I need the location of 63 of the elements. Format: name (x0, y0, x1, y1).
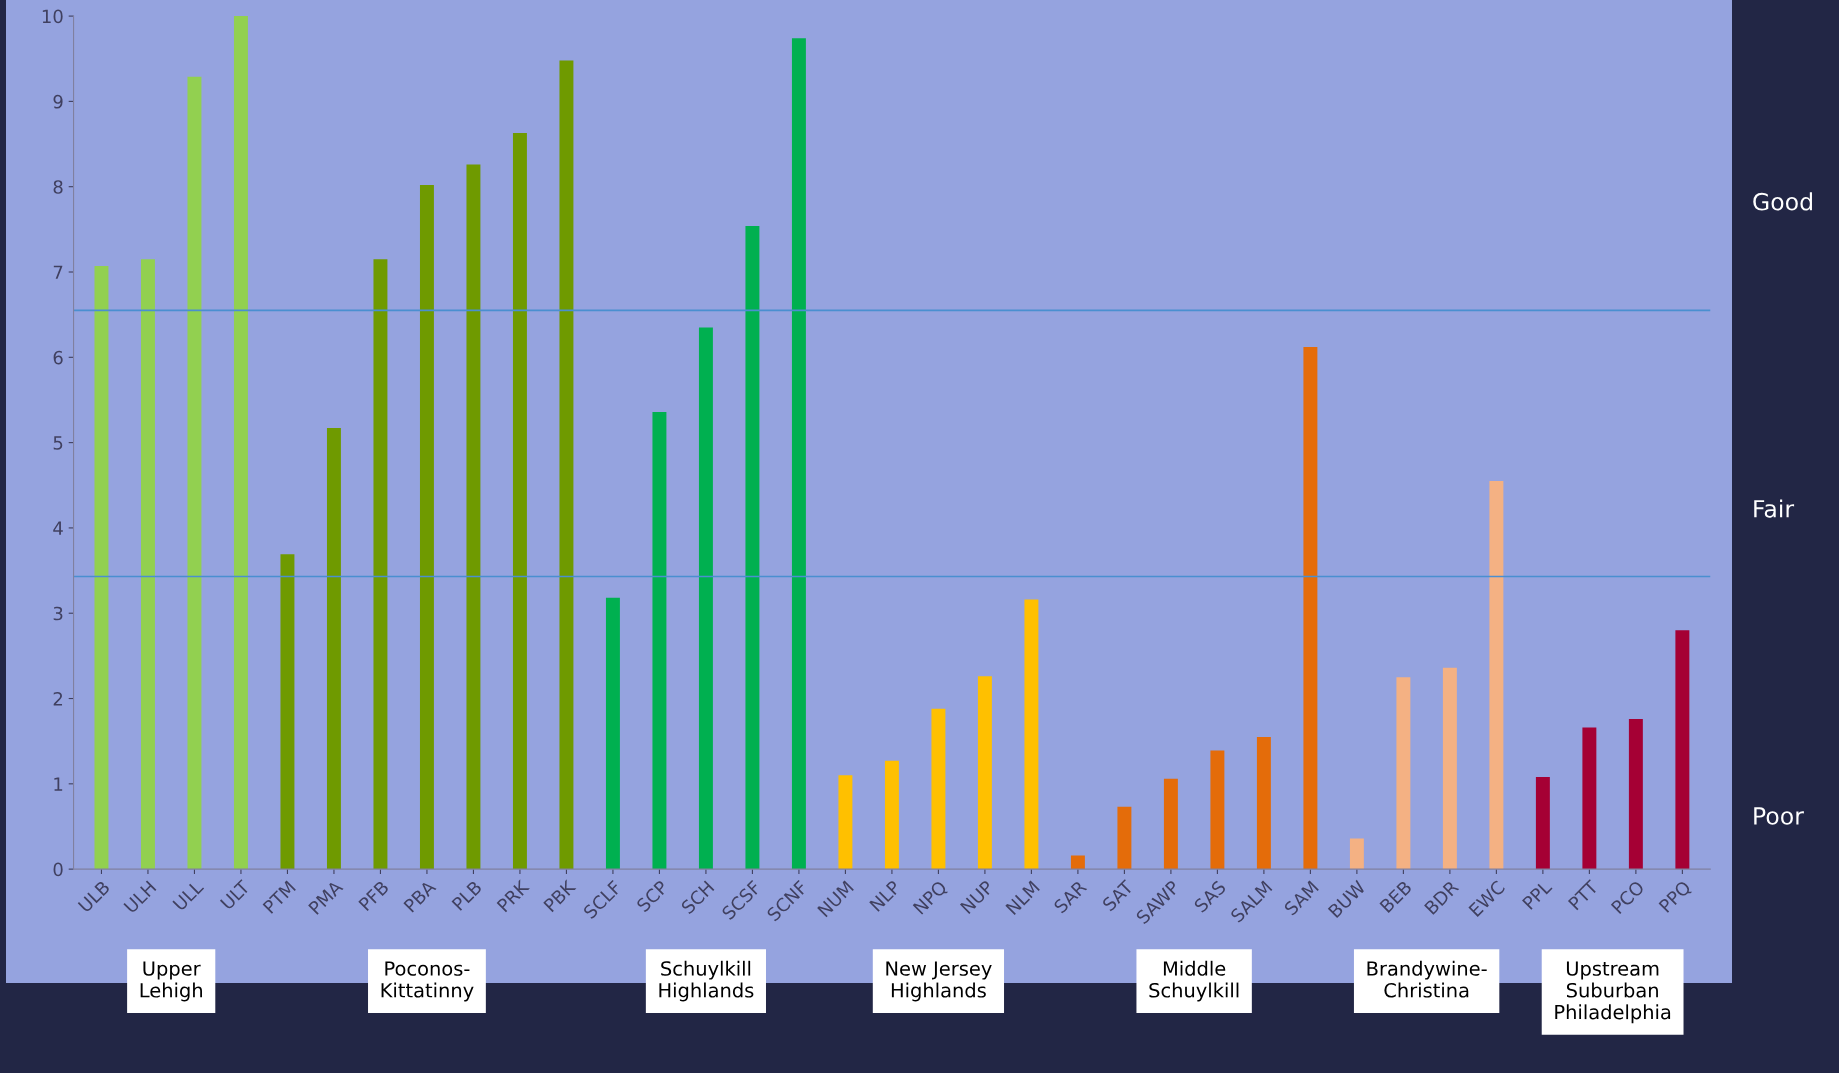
y-tick-label: 5 (53, 436, 63, 450)
bar (698, 327, 713, 870)
bar (791, 38, 806, 870)
bar (1582, 727, 1597, 870)
bar (605, 597, 620, 870)
bar (652, 411, 667, 870)
bar (745, 225, 760, 870)
y-tick-label: 8 (53, 180, 63, 194)
x-tick-label: ULB (77, 880, 111, 913)
bar (1117, 806, 1132, 870)
bar (931, 708, 946, 870)
bar (1535, 777, 1550, 870)
bar (1675, 630, 1690, 870)
y-tick-label: 4 (53, 521, 63, 535)
x-tick-label: PFB (358, 880, 390, 912)
bar (977, 676, 992, 870)
bar (326, 428, 341, 870)
text: Good (1753, 192, 1812, 211)
text: Schuylkill Highlands (659, 960, 754, 1002)
bar (1024, 599, 1039, 870)
text: Poconos- Kittatinny (381, 961, 474, 1002)
y-tick-label: 2 (53, 691, 63, 706)
bar (280, 554, 295, 870)
bar (1070, 855, 1085, 870)
bar (559, 60, 574, 870)
bar (466, 164, 481, 870)
bar (233, 16, 248, 870)
x-tick-label: ULL (172, 879, 205, 912)
text: Poor (1754, 807, 1804, 825)
text: Upstream Suburban Philadelphia (1555, 961, 1671, 1024)
bar (1442, 667, 1457, 870)
text: Middle Schuylkill (1149, 960, 1239, 1002)
x-tick-label: PPL (1522, 879, 1553, 910)
bar (1396, 677, 1411, 870)
bar (1210, 750, 1225, 870)
text: Fair (1754, 499, 1795, 518)
bar (373, 259, 388, 870)
x-tick-label: PLB (451, 880, 483, 911)
y-tick-label: 9 (53, 94, 63, 109)
text: Upper Lehigh (140, 961, 202, 1002)
x-tick-label: PBA (403, 879, 437, 913)
bar (512, 132, 527, 870)
bar (1489, 481, 1504, 870)
text: New Jersey Highlands (886, 961, 992, 1002)
bar (1628, 719, 1643, 870)
y-tick-label: 3 (53, 606, 63, 621)
bar (419, 185, 434, 870)
bar (838, 775, 853, 870)
bar (1349, 838, 1364, 870)
bar (1163, 778, 1178, 870)
bar (1303, 347, 1318, 870)
y-tick-label: 7 (53, 265, 63, 279)
y-tick-label: 10 (42, 9, 63, 24)
bar (884, 760, 899, 870)
bar (94, 266, 109, 870)
bar (1256, 736, 1271, 870)
text: Brandywine- Christina (1367, 960, 1487, 998)
x-tick-label: ULT (219, 879, 251, 911)
y-tick-label: 1 (54, 777, 63, 791)
bar (140, 259, 155, 870)
y-tick-label: 0 (53, 862, 63, 877)
bar (187, 76, 202, 870)
y-tick-label: 6 (53, 350, 63, 365)
